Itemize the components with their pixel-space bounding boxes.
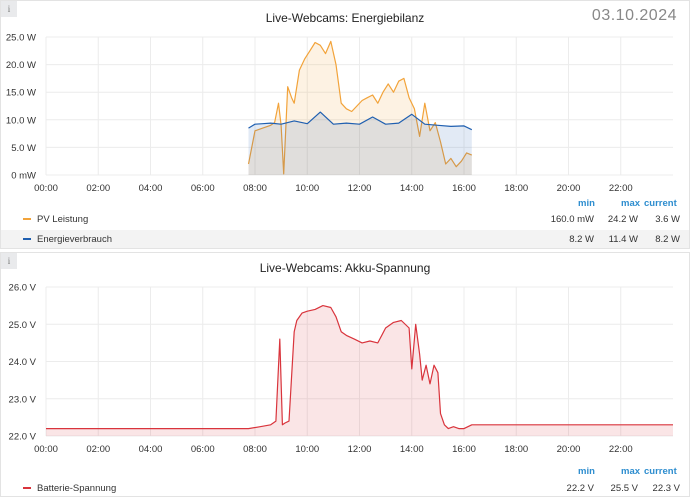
x-tick-label: 20:00 bbox=[557, 183, 581, 194]
info-icon[interactable]: i bbox=[1, 1, 17, 17]
series-area bbox=[248, 112, 472, 175]
x-tick-label: 04:00 bbox=[139, 444, 163, 455]
legend-swatch bbox=[23, 487, 31, 489]
legend-min: 22.2 V bbox=[566, 483, 594, 494]
x-tick-label: 14:00 bbox=[400, 444, 424, 455]
legend-row-consumption[interactable]: Energieverbrauch 8.2 W 11.4 W 8.2 W bbox=[1, 230, 689, 248]
y-tick-label: 22.0 V bbox=[9, 432, 37, 443]
x-tick-label: 12:00 bbox=[348, 444, 372, 455]
legend-min: 160.0 mW bbox=[550, 214, 594, 225]
x-tick-label: 08:00 bbox=[243, 183, 267, 194]
x-tick-label: 10:00 bbox=[295, 444, 319, 455]
panel-title: Live-Webcams: Energiebilanz bbox=[265, 11, 425, 25]
legend-swatch bbox=[23, 238, 31, 240]
y-tick-label: 24.0 V bbox=[9, 357, 37, 368]
x-tick-label: 18:00 bbox=[504, 183, 528, 194]
y-tick-label: 5.0 W bbox=[11, 143, 36, 154]
x-tick-label: 16:00 bbox=[452, 183, 476, 194]
x-tick-label: 12:00 bbox=[348, 183, 372, 194]
series-line bbox=[46, 304, 673, 430]
x-tick-label: 18:00 bbox=[504, 444, 528, 455]
legend-header-min[interactable]: min bbox=[578, 466, 595, 477]
battery-chart[interactable]: 26.0 V 25.0 V 24.0 V 23.0 V 22.0 V00:00 02:00… bbox=[1, 273, 690, 483]
legend-min: 8.2 W bbox=[569, 234, 594, 245]
legend-header-max[interactable]: max bbox=[621, 466, 641, 477]
series-area bbox=[46, 305, 673, 436]
x-tick-label: 02:00 bbox=[86, 183, 110, 194]
x-tick-label: 02:00 bbox=[86, 444, 110, 455]
y-tick-label: 23.0 V bbox=[9, 394, 37, 405]
x-tick-label: 08:00 bbox=[243, 444, 267, 455]
y-tick-label: 26.0 V bbox=[9, 283, 37, 294]
info-icon[interactable]: i bbox=[1, 253, 17, 269]
series-line bbox=[248, 111, 473, 131]
y-tick-label: 10.0 W bbox=[6, 115, 36, 126]
y-tick-label: 20.0 W bbox=[6, 60, 36, 71]
legend-current: 3.6 W bbox=[655, 214, 680, 225]
x-tick-label: 14:00 bbox=[400, 183, 424, 194]
legend-current: 22.3 V bbox=[652, 483, 680, 494]
x-tick-label: 10:00 bbox=[295, 183, 319, 194]
legend-header-min[interactable]: min bbox=[578, 198, 595, 209]
y-tick-label: 0 mW bbox=[11, 171, 36, 182]
series-area bbox=[248, 41, 472, 176]
legend-row-battery[interactable]: Batterie-Spannung 22.2 V 25.5 V 22.3 V bbox=[1, 479, 689, 496]
x-tick-label: 06:00 bbox=[191, 444, 215, 455]
y-tick-label: 25.0 V bbox=[9, 320, 37, 331]
energy-panel: i Live-Webcams: Energiebilanz 03.10.2024… bbox=[0, 0, 690, 249]
y-tick-label: 25.0 W bbox=[6, 33, 36, 44]
panel-title: Live-Webcams: Akku-Spannung bbox=[259, 261, 431, 275]
legend-series-name[interactable]: PV Leistung bbox=[37, 214, 89, 225]
legend-current: 8.2 W bbox=[655, 234, 680, 245]
legend-max: 24.2 W bbox=[607, 214, 638, 225]
date-label: 03.10.2024 bbox=[591, 7, 677, 24]
legend-swatch bbox=[23, 218, 31, 220]
legend-row-pv[interactable]: PV Leistung 160.0 mW 24.2 W 3.6 W bbox=[1, 210, 689, 228]
legend-series-name[interactable]: Batterie-Spannung bbox=[37, 483, 117, 494]
x-tick-label: 00:00 bbox=[34, 183, 58, 194]
legend-header-max[interactable]: max bbox=[621, 198, 641, 209]
y-tick-label: 15.0 W bbox=[6, 88, 36, 99]
x-tick-label: 06:00 bbox=[191, 183, 215, 194]
x-tick-label: 22:00 bbox=[609, 183, 633, 194]
legend-header-current[interactable]: current bbox=[644, 466, 677, 477]
x-tick-label: 22:00 bbox=[609, 444, 633, 455]
legend-header-current[interactable]: current bbox=[644, 198, 677, 209]
x-tick-label: 04:00 bbox=[139, 183, 163, 194]
legend-max: 11.4 W bbox=[608, 234, 638, 245]
legend-series-name[interactable]: Energieverbrauch bbox=[37, 234, 112, 245]
legend-max: 25.5 V bbox=[610, 483, 638, 494]
battery-panel: i Live-Webcams: Akku-Spannung 26.0 V 25.0… bbox=[0, 252, 690, 497]
x-tick-label: 16:00 bbox=[452, 444, 476, 455]
x-tick-label: 20:00 bbox=[557, 444, 581, 455]
x-tick-label: 00:00 bbox=[34, 444, 58, 455]
